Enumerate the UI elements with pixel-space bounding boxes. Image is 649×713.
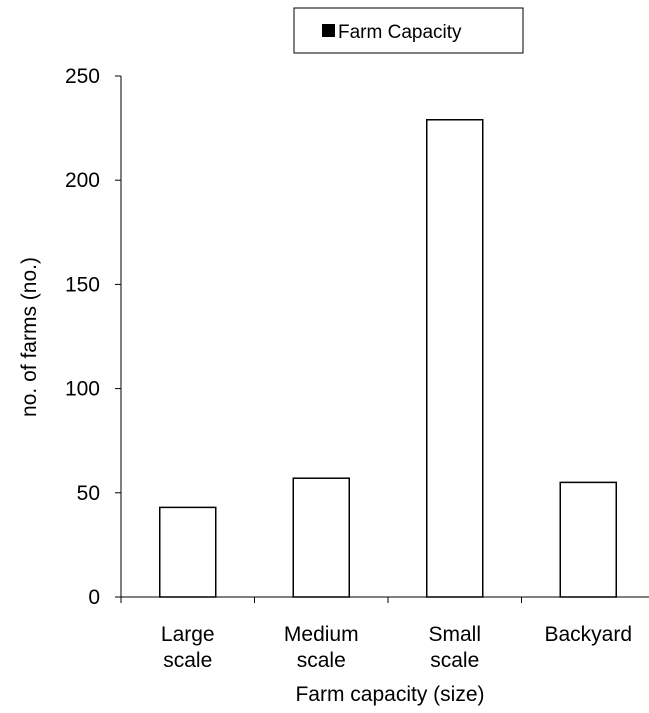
y-tick-label: 50 [77, 482, 100, 505]
legend-swatch [322, 24, 335, 37]
y-tick-label: 100 [65, 378, 100, 401]
y-axis-title: no. of farms (no.) [18, 257, 41, 417]
category-labels: Large scale Medium scale Small scale Backyard [161, 623, 632, 672]
y-tick-label: 150 [65, 273, 100, 296]
category-label: Medium scale [284, 623, 359, 672]
bar [559, 481, 617, 598]
bars [159, 119, 617, 598]
category-label: Backyard [544, 623, 632, 646]
category-label: Large scale [161, 623, 215, 672]
x-axis-title: Farm capacity (size) [295, 683, 484, 706]
y-tick-label: 250 [65, 65, 100, 88]
bar [426, 119, 484, 598]
bar [159, 506, 217, 598]
bar [292, 477, 350, 598]
legend-label: Farm Capacity [338, 22, 462, 43]
y-axis-ticks: 0 50 100 150 200 250 [65, 65, 121, 609]
legend: Farm Capacity [293, 7, 524, 54]
y-tick-label: 200 [65, 169, 100, 192]
x-axis-ticks [120, 597, 522, 603]
category-label: Small scale [428, 623, 481, 672]
y-tick-label: 0 [88, 586, 100, 609]
